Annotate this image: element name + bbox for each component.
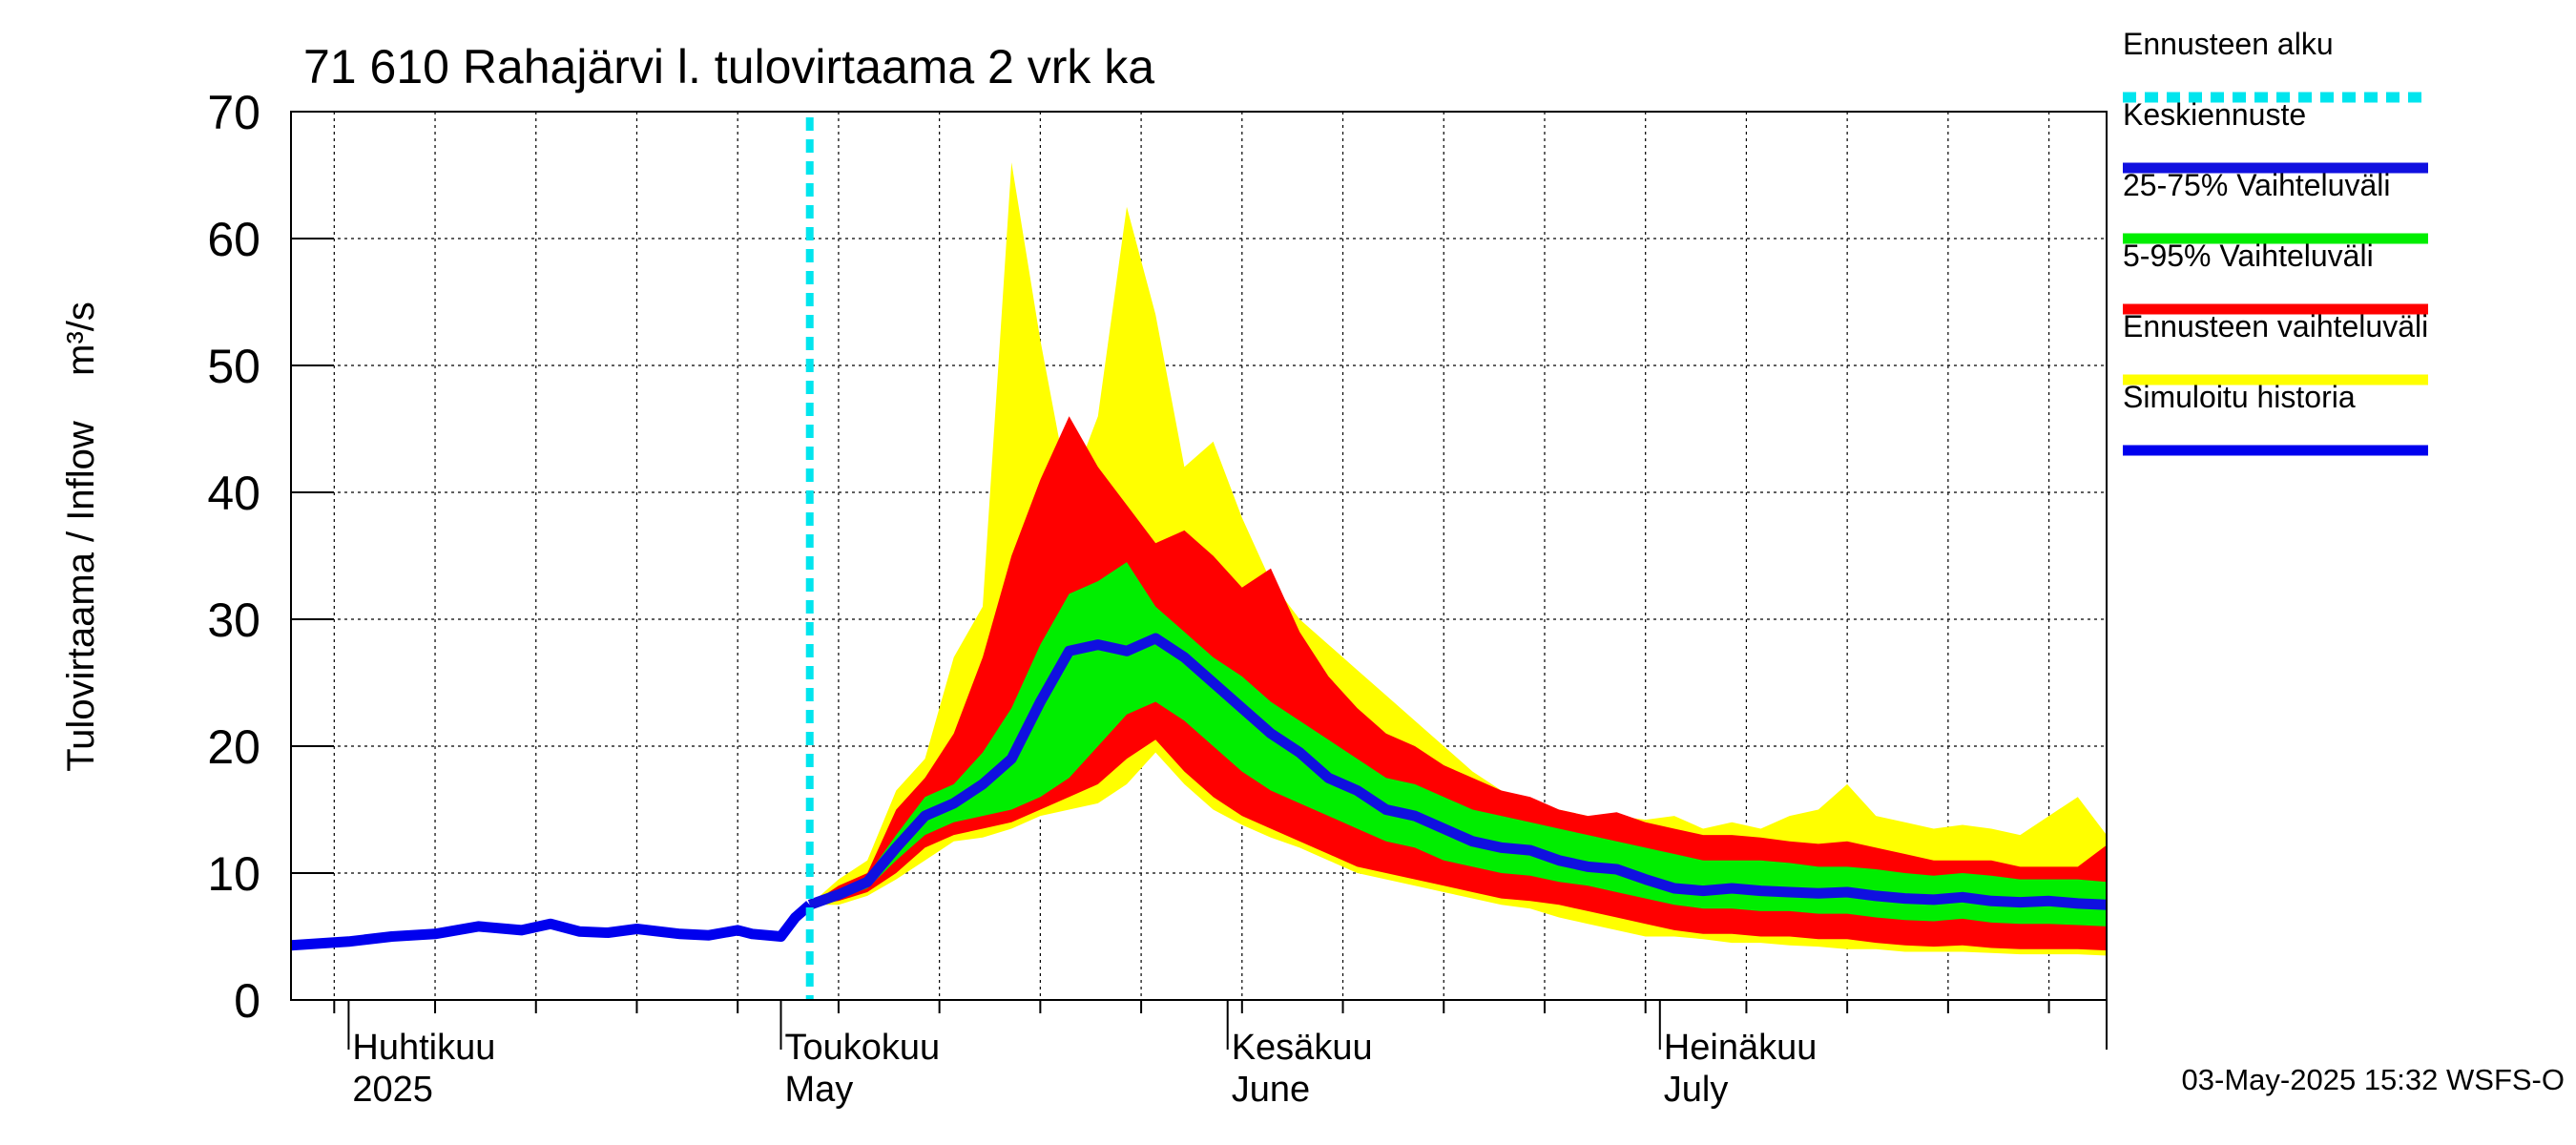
y-tick-label: 10	[207, 847, 260, 901]
y-axis-unit: m³/s	[60, 302, 102, 376]
y-tick-label: 50	[207, 340, 260, 393]
p5-95-band	[809, 416, 2108, 951]
x-month-label: Toukokuu	[785, 1028, 941, 1068]
legend-label: Simuloitu historia	[2123, 380, 2356, 414]
x-month-label: Heinäkuu	[1664, 1028, 1818, 1068]
y-axis-label: Tulovirtaama / Inflow	[60, 421, 102, 772]
chart-title: 71 610 Rahajärvi l. tulovirtaama 2 vrk k…	[303, 40, 1154, 94]
legend-label: 5-95% Vaihteluväli	[2123, 239, 2374, 273]
y-tick-label: 30	[207, 593, 260, 647]
plot-frame	[290, 111, 2108, 1001]
median-forecast-line	[807, 633, 2108, 910]
history-line	[290, 901, 814, 951]
forecast-range-band	[809, 162, 2108, 956]
legend-label: 25-75% Vaihteluväli	[2123, 168, 2390, 202]
legend-label: Ennusteen alku	[2123, 27, 2334, 61]
legend: Ennusteen alku Keskiennuste 25-75% Vaihtel…	[2123, 27, 2428, 456]
y-tick-label: 60	[207, 213, 260, 266]
x-month-label-secondary: 2025	[352, 1070, 433, 1110]
y-tick-label: 20	[207, 720, 260, 774]
y-tick-label: 40	[207, 467, 260, 520]
legend-label: Keskiennuste	[2123, 97, 2306, 132]
line-layer	[290, 117, 2108, 1000]
legend-label: Ennusteen vaihteluväli	[2123, 309, 2428, 344]
y-tick-label: 70	[207, 86, 260, 139]
x-month-label-secondary: June	[1232, 1070, 1310, 1110]
grid-layer	[291, 112, 2107, 1000]
y-tick-label: 0	[234, 974, 260, 1028]
footer-timestamp: 03-May-2025 15:32 WSFS-O	[2182, 1063, 2565, 1096]
x-month-label-secondary: July	[1664, 1070, 1729, 1110]
x-month-label: Huhtikuu	[352, 1028, 495, 1068]
x-month-label: Kesäkuu	[1232, 1028, 1373, 1068]
x-month-label-secondary: May	[785, 1070, 854, 1110]
